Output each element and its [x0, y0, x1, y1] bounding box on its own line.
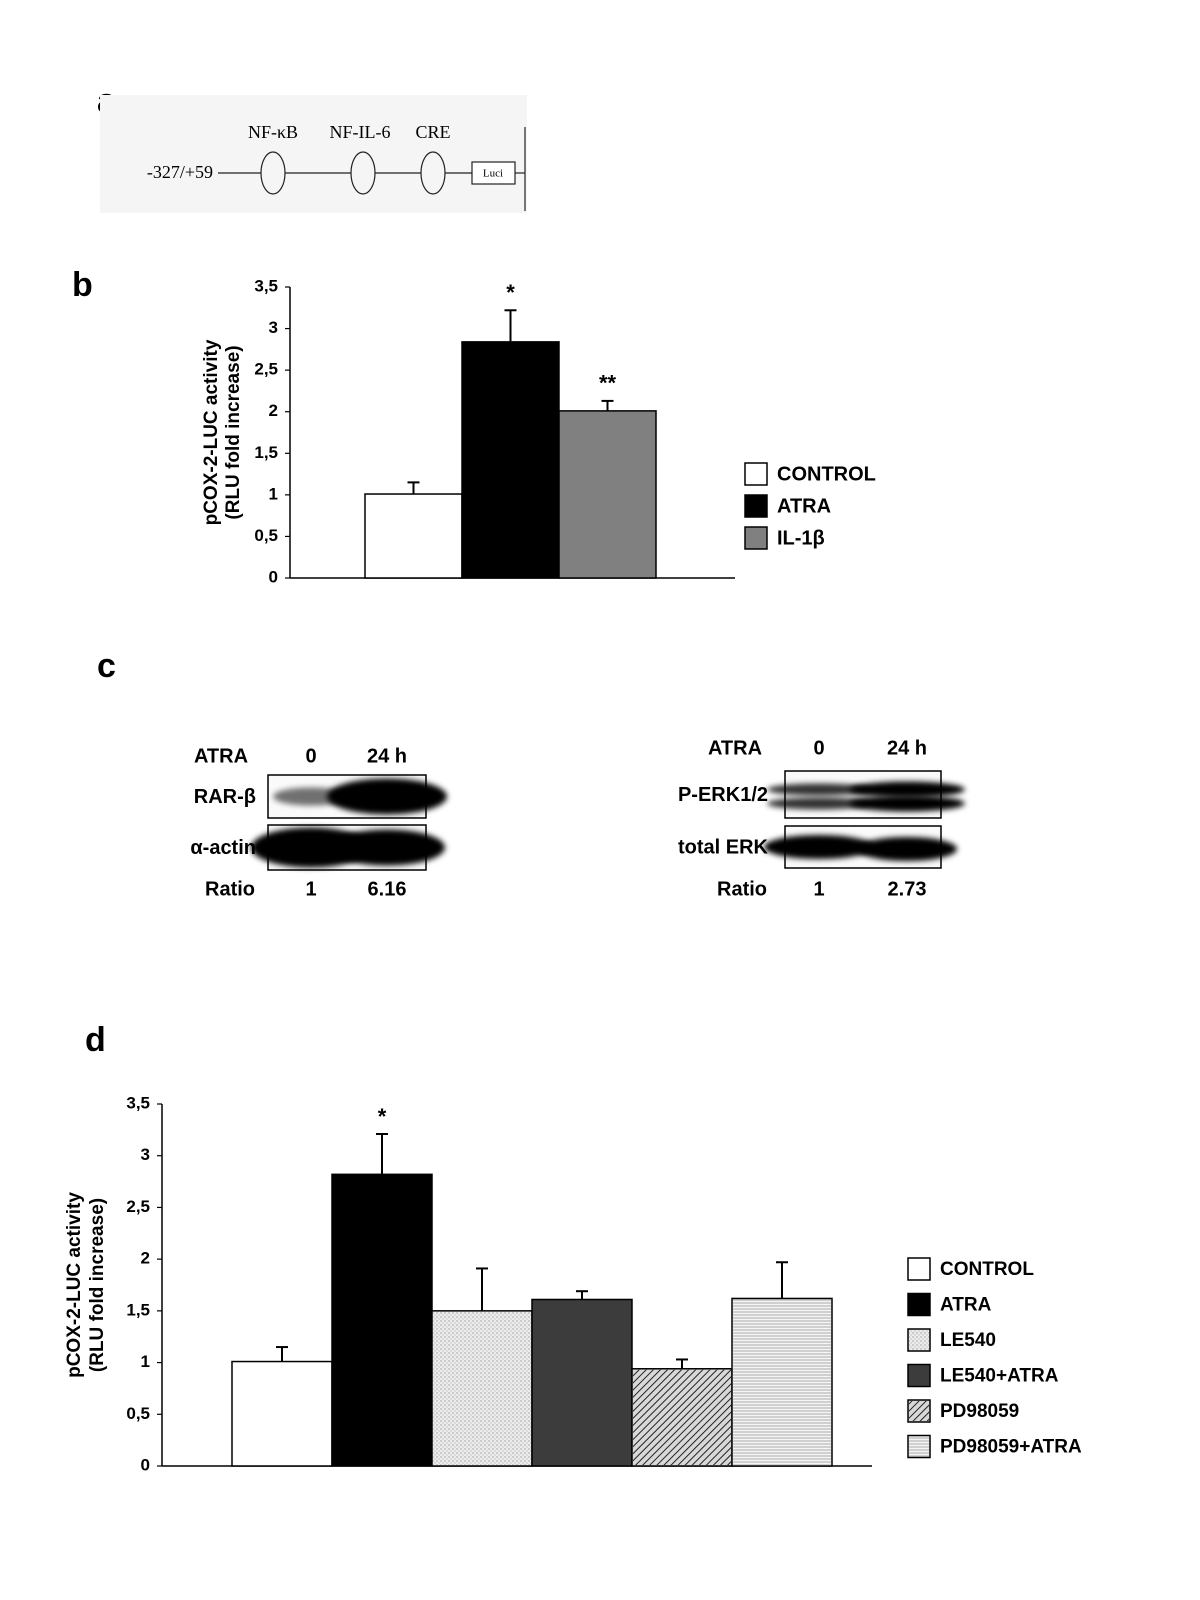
y-tick-label: 1 — [269, 484, 278, 503]
bar-pattern — [733, 1299, 831, 1465]
panel-label: c — [97, 647, 116, 685]
bar — [558, 410, 657, 579]
legend-label: PD98059+ATRA — [940, 1437, 1082, 1458]
y-tick-label: 1,5 — [254, 443, 278, 462]
binding-site — [260, 151, 286, 195]
blot-band — [767, 783, 871, 796]
legend-swatch — [744, 494, 768, 518]
site-label: NF-κB — [248, 122, 298, 142]
legend-label: ATRA — [777, 495, 831, 517]
treatment-label: ATRA — [708, 737, 762, 759]
row-label: RAR-β — [194, 786, 256, 808]
y-tick-label: 2 — [141, 1249, 150, 1268]
bar-pattern — [433, 1311, 531, 1465]
y-tick-label: 2,5 — [126, 1197, 150, 1216]
legend-label: LE540+ATRA — [940, 1366, 1059, 1387]
y-axis-label: (RLU fold increase) — [87, 1198, 108, 1372]
blot-band — [329, 829, 445, 866]
western-blot: ATRA 0 24 h RAR-β α-actin Ratio 1 6.16 — [190, 745, 447, 900]
legend-swatch — [907, 1257, 931, 1281]
bar — [364, 493, 463, 579]
binding-site — [420, 151, 446, 195]
y-tick-label: 0 — [269, 567, 278, 586]
y-tick-label: 1 — [141, 1352, 150, 1371]
row-label: P-ERK1/2 — [678, 784, 768, 806]
significance-mark: * — [506, 280, 515, 305]
reporter-label: Luci — [483, 168, 503, 180]
legend-swatch-pattern — [909, 1330, 929, 1350]
western-blots: ATRA 0 24 h RAR-β α-actin Ratio 1 6.16 ATRA 0 24 h… — [190, 737, 965, 900]
bar — [531, 1298, 633, 1467]
panel-label: d — [85, 1021, 106, 1059]
site-label: NF-IL-6 — [330, 122, 391, 142]
significance-mark: ** — [599, 371, 617, 396]
legend-label: PD98059 — [940, 1401, 1019, 1422]
legend-label: IL-1β — [777, 527, 825, 549]
significance-mark: * — [378, 1104, 387, 1129]
diagram-background — [100, 95, 527, 213]
legend-swatch — [744, 462, 768, 486]
y-tick-label: 0 — [141, 1455, 150, 1474]
promoter-diagram: -327/+59 NF-κB NF-IL-6 CRE Luci — [100, 95, 527, 213]
ratio-label: Ratio — [205, 878, 255, 900]
treatment-label: ATRA — [194, 745, 248, 767]
blot-band — [849, 781, 965, 798]
y-axis-label: pCOX-2-LUC activity — [201, 339, 222, 525]
legend-label: LE540 — [940, 1330, 996, 1351]
construct-label: -327/+59 — [147, 162, 213, 182]
panel-label: b — [72, 266, 93, 304]
y-tick-label: 0,5 — [254, 526, 278, 545]
bar — [231, 1360, 333, 1467]
bar-chart: 0 0,5 1 1,5 2 2,5 3 3,5 pCOX-2-LUC activity (RLU … — [201, 276, 876, 586]
blot-band — [764, 835, 874, 859]
bar — [331, 1173, 433, 1467]
legend-swatch-pattern — [909, 1401, 929, 1421]
legend-swatch — [907, 1363, 931, 1388]
y-tick-label: 1,5 — [126, 1300, 150, 1319]
lane-label: 0 — [305, 745, 316, 767]
blot-band — [857, 837, 957, 861]
legend-label: CONTROL — [940, 1259, 1034, 1280]
western-blot: ATRA 0 24 h P-ERK1/2 total ERK Ratio 1 2.73 — [678, 737, 965, 900]
y-axis-label: (RLU fold increase) — [223, 345, 244, 519]
y-tick-label: 3 — [141, 1145, 150, 1164]
legend-swatch — [907, 1292, 931, 1317]
y-axis-label: pCOX-2-LUC activity — [64, 1192, 85, 1378]
row-label: α-actin — [190, 837, 256, 859]
lane-label: 24 h — [887, 737, 927, 759]
site-label: CRE — [415, 122, 450, 142]
ratio-label: Ratio — [717, 878, 767, 900]
legend-swatch-pattern — [909, 1436, 929, 1457]
lane-label: 24 h — [367, 745, 407, 767]
legend-label: ATRA — [940, 1295, 992, 1316]
bar-pattern — [633, 1369, 731, 1465]
y-tick-label: 3,5 — [254, 276, 278, 295]
blot-band — [849, 795, 965, 812]
y-tick-label: 0,5 — [126, 1404, 150, 1423]
row-label: total ERK — [678, 836, 769, 858]
ratio-value: 6.16 — [368, 878, 407, 900]
y-tick-label: 2 — [269, 401, 278, 420]
lane-label: 0 — [813, 737, 824, 759]
blot-band — [327, 778, 447, 815]
y-tick-label: 2,5 — [254, 360, 278, 379]
bar-chart: 0 0,5 1 1,5 2 2,5 3 3,5 pCOX-2-LUC activity (RLU … — [64, 1093, 1082, 1474]
y-tick-label: 3,5 — [126, 1093, 150, 1112]
ratio-value: 2.73 — [888, 878, 927, 900]
blot-band — [767, 797, 871, 810]
bar — [461, 341, 560, 579]
ratio-value: 1 — [813, 878, 824, 900]
ratio-value: 1 — [305, 878, 316, 900]
binding-site — [350, 151, 376, 195]
y-tick-label: 3 — [269, 318, 278, 337]
legend-label: CONTROL — [777, 463, 876, 485]
legend-swatch — [744, 526, 768, 550]
